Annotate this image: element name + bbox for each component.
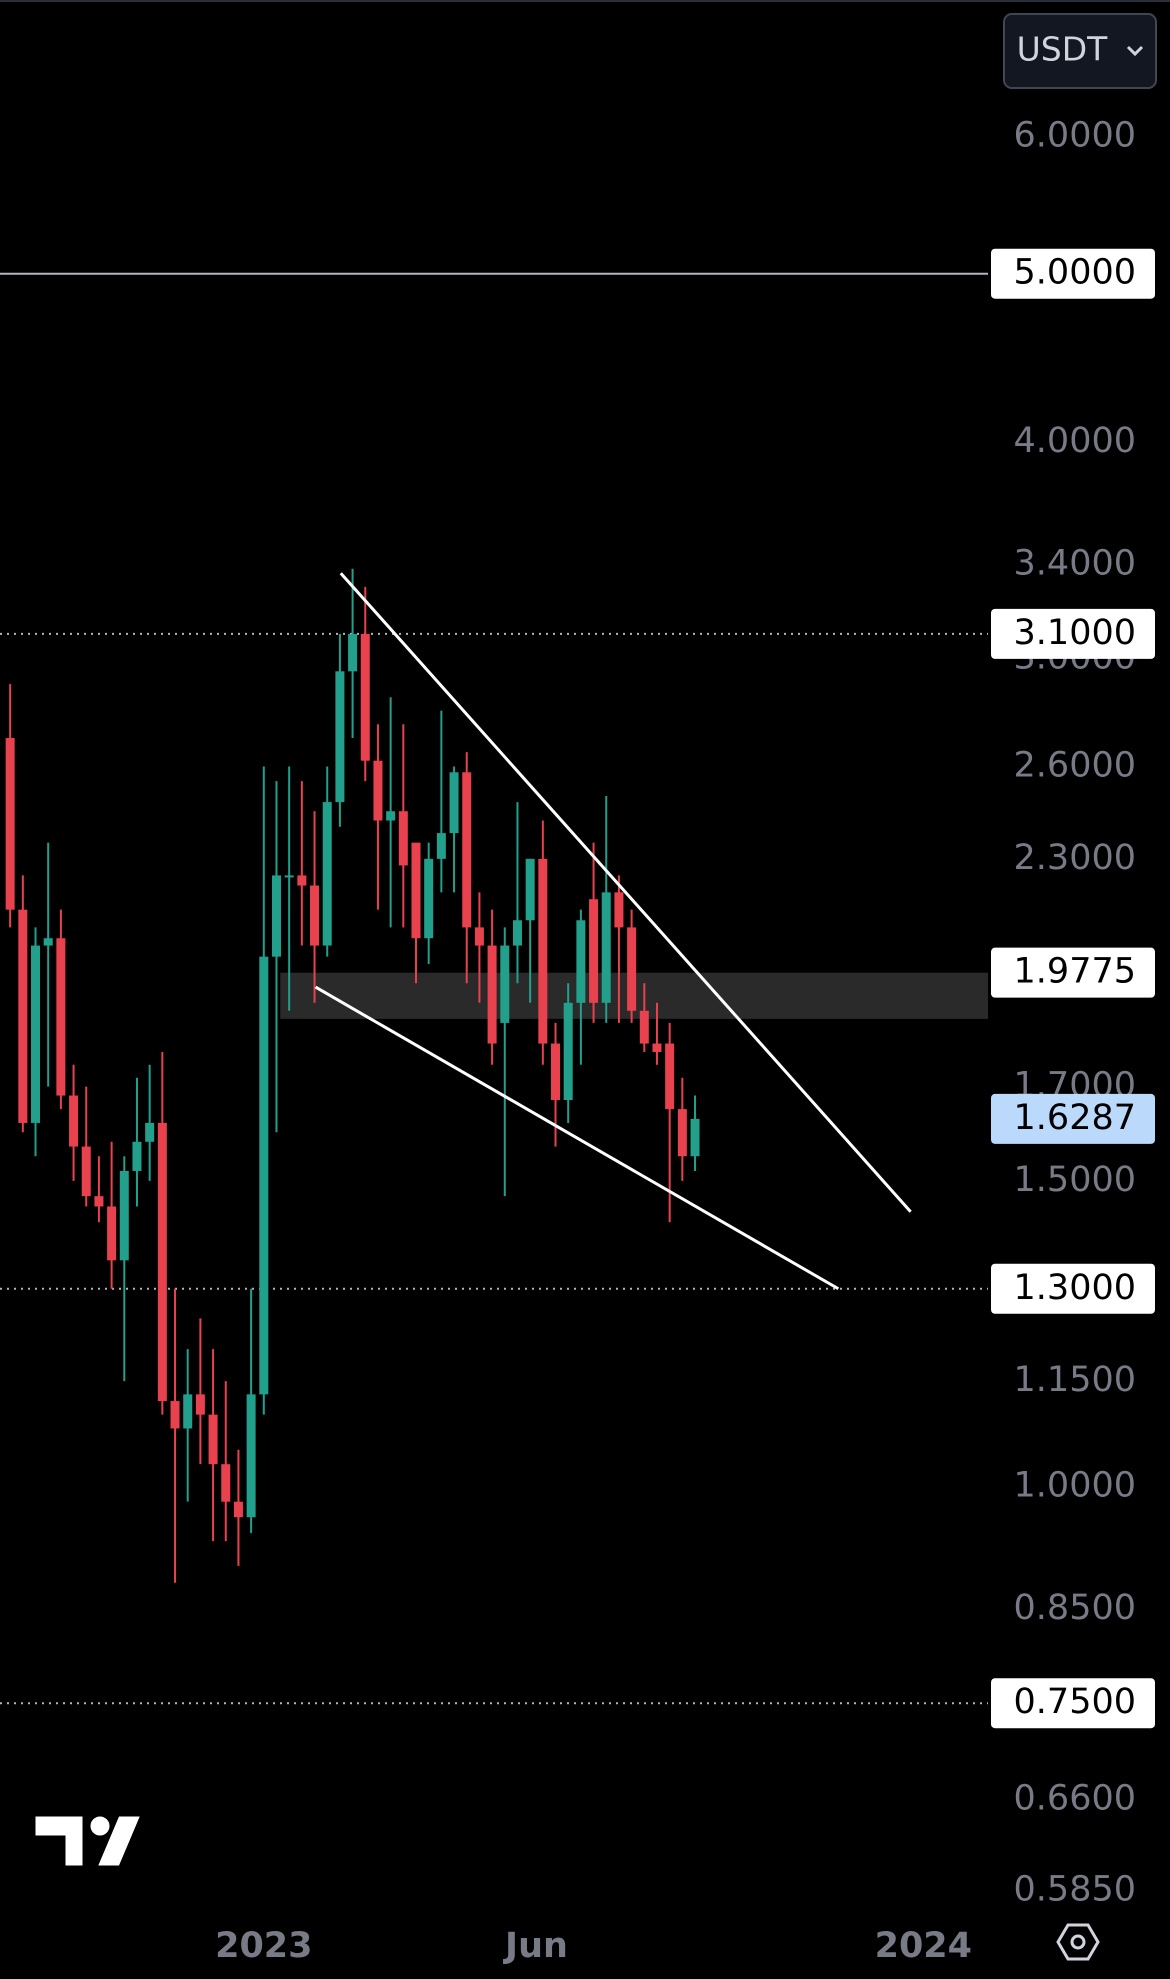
candle-body <box>208 1414 218 1465</box>
candle-body <box>170 1401 180 1429</box>
zone-box <box>991 947 1155 998</box>
candle-body <box>335 671 345 803</box>
candle-body <box>221 1464 231 1502</box>
candle-body <box>500 945 510 1023</box>
candle-body <box>233 1501 243 1518</box>
y-tick-label: 0.5850 <box>1014 1869 1136 1909</box>
current-price-label: 1.6287 <box>1014 1098 1136 1138</box>
candle-body <box>563 1002 573 1101</box>
y-tick-label: 2.6000 <box>1014 745 1136 785</box>
x-tick-label: 2024 <box>875 1926 972 1966</box>
candle-body <box>310 885 320 946</box>
candle-body <box>436 833 446 859</box>
y-tick-label: 4.0000 <box>1014 421 1136 461</box>
candle-body <box>373 760 383 821</box>
y-tick-label: 0.6600 <box>1014 1779 1136 1819</box>
candle-body <box>589 899 599 1003</box>
price-line-box <box>991 248 1155 299</box>
candle-body <box>462 772 472 928</box>
price-line-label: 3.1000 <box>1014 613 1136 653</box>
candle-body <box>183 1394 193 1429</box>
logo-part <box>93 1813 145 1869</box>
currency-label[interactable]: USDT <box>1017 30 1109 69</box>
candle-body <box>56 938 66 1096</box>
logo-part <box>32 1813 86 1869</box>
candle-body <box>18 909 28 1123</box>
y-tick-label: 1.0000 <box>1014 1465 1136 1505</box>
settings-icon[interactable] <box>1056 1923 1100 1961</box>
candle-body <box>271 875 281 957</box>
dropdown-arrow[interactable] <box>1126 45 1144 57</box>
settings-dot[interactable] <box>1070 1934 1086 1950</box>
candle-body <box>259 956 269 1395</box>
y-tick-label: 2.3000 <box>1014 838 1136 878</box>
price-line-label: 0.7500 <box>1014 1682 1136 1722</box>
candle-body <box>538 858 548 1044</box>
candle-body <box>119 1170 129 1261</box>
candle-body <box>297 875 307 886</box>
candle-body <box>360 633 370 761</box>
x-tick-label: Jun <box>503 1926 568 1966</box>
candle-body <box>411 842 421 939</box>
button-frame[interactable] <box>1003 13 1157 89</box>
candle-body <box>525 858 535 921</box>
price-line-label: 1.3000 <box>1014 1268 1136 1308</box>
candle-body <box>512 920 522 946</box>
candle-body <box>69 1095 79 1147</box>
candle-body <box>107 1206 117 1261</box>
tradingview-logo <box>32 1813 145 1869</box>
candle-body <box>487 945 497 1044</box>
logo-part <box>87 1813 113 1839</box>
candle-body <box>551 1043 561 1101</box>
trendline <box>339 572 912 1213</box>
price-axis: 6.00004.00003.40003.00002.60002.30001.70… <box>991 115 1155 1909</box>
candle-body <box>132 1141 142 1171</box>
y-tick-label: 1.1500 <box>1014 1360 1136 1400</box>
candle-body <box>386 811 396 821</box>
currency-button[interactable]: USDT <box>1003 13 1157 89</box>
candle-body <box>195 1394 205 1415</box>
candle-body <box>665 1043 675 1110</box>
candle-body <box>690 1118 700 1157</box>
settings-hexagon[interactable] <box>1056 1923 1100 1961</box>
price-line-box <box>991 1678 1155 1729</box>
candle-body <box>31 945 41 1123</box>
candle-body <box>614 892 624 928</box>
y-tick-label: 6.0000 <box>1014 115 1136 155</box>
trendline <box>314 985 840 1291</box>
y-tick-label: 0.8500 <box>1014 1588 1136 1628</box>
candle-body <box>81 1146 91 1197</box>
plot-area <box>0 272 988 1705</box>
candle-body <box>246 1394 256 1518</box>
candle-body <box>449 772 459 834</box>
y-tick-label: 1.5000 <box>1014 1160 1136 1200</box>
candle-body <box>348 633 358 672</box>
price-line-label: 5.0000 <box>1014 253 1136 293</box>
candle-body <box>652 1043 662 1052</box>
current-price-box <box>991 1093 1155 1144</box>
price-line-box <box>991 608 1155 659</box>
candle-body <box>145 1122 155 1142</box>
candle-body <box>677 1109 687 1157</box>
candle-body <box>601 892 611 1003</box>
candle-body <box>627 927 637 1011</box>
candle-body <box>474 927 484 946</box>
candle-body <box>424 858 434 939</box>
candle-body <box>398 811 408 866</box>
x-tick-label: 2023 <box>215 1926 312 1966</box>
y-tick-label: 3.4000 <box>1014 543 1136 583</box>
candle-body <box>322 802 332 946</box>
candle-body <box>43 938 53 946</box>
candle-body <box>94 1196 104 1207</box>
zone-label: 1.9775 <box>1014 952 1136 992</box>
candle-body <box>576 920 586 1003</box>
candle-body <box>284 875 294 878</box>
price-line-box <box>991 1263 1155 1314</box>
candle-body <box>639 1010 649 1044</box>
candle-body <box>5 738 15 910</box>
candle-body <box>157 1122 167 1402</box>
